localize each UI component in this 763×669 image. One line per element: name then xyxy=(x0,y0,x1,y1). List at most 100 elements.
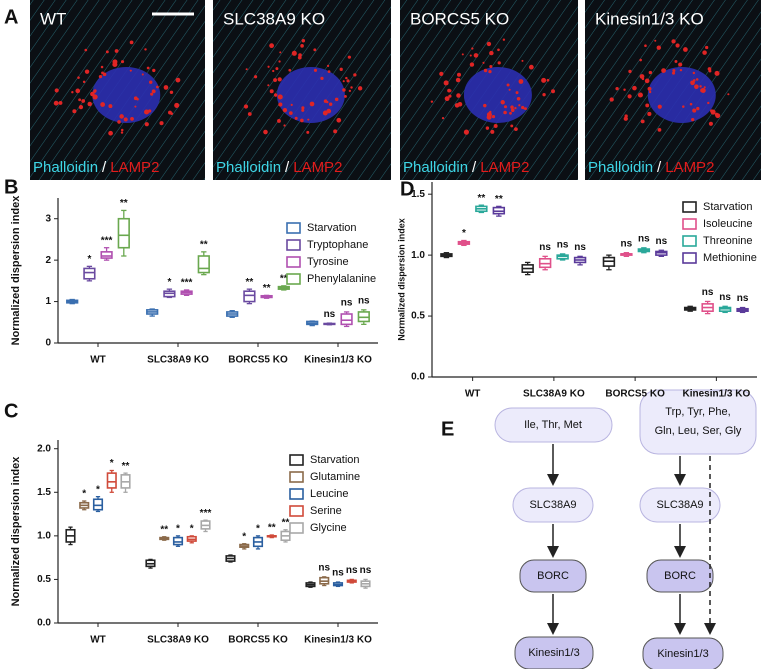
lysosome xyxy=(146,66,150,70)
lysosome xyxy=(671,71,676,75)
lysosome xyxy=(443,80,449,86)
lysosome xyxy=(516,97,521,101)
lysosome xyxy=(518,79,524,84)
lysosome xyxy=(710,109,716,115)
lysosome xyxy=(510,108,515,113)
significance: ** xyxy=(263,283,271,294)
significance: ** xyxy=(246,277,254,288)
lysosome xyxy=(345,76,348,80)
lysosome xyxy=(502,38,506,41)
panel-letter: D xyxy=(400,178,414,200)
lysosome xyxy=(144,109,150,115)
y-axis-label: Normalized dispersion index xyxy=(396,218,406,341)
lysosome xyxy=(514,106,517,110)
lysosome xyxy=(301,106,305,110)
lysosome xyxy=(334,97,339,102)
lysosome xyxy=(707,67,712,71)
nucleus xyxy=(92,67,161,123)
legend-swatch xyxy=(289,505,304,517)
node xyxy=(512,487,594,523)
node-label: Trp, Tyr, Phe, xyxy=(665,406,730,418)
lysosome xyxy=(277,77,282,82)
lysosome xyxy=(279,51,282,54)
lysosome xyxy=(469,54,472,57)
lysosome xyxy=(609,97,614,102)
image-label: Kinesin1/3 KO xyxy=(595,9,704,28)
x-tick-label: WT xyxy=(90,355,106,366)
panel-e: E Ile, Thr, Met SLC38A9 BORC Kinesin1/3 … xyxy=(441,389,757,669)
lysosome xyxy=(515,91,519,95)
legend-label: Starvation xyxy=(307,222,357,234)
lysosome xyxy=(695,78,699,81)
lysosome xyxy=(715,113,721,119)
legend-swatch xyxy=(682,218,697,230)
significance: * xyxy=(256,523,260,534)
significance: *** xyxy=(181,278,193,289)
box xyxy=(340,313,353,326)
lysosome xyxy=(490,129,495,134)
y-tick-label: 1.0 xyxy=(411,250,425,261)
significance: ns xyxy=(702,287,714,298)
lysosome xyxy=(491,114,496,119)
lysosome xyxy=(448,94,452,98)
lysosome xyxy=(471,47,474,50)
lysosome xyxy=(169,90,174,95)
box xyxy=(172,536,184,546)
lysosome xyxy=(294,116,298,120)
lysosome xyxy=(87,101,92,107)
image-label: WT xyxy=(40,9,66,28)
lysosome xyxy=(152,68,156,73)
stain-phalloidin: Phalloidin xyxy=(403,159,468,176)
box xyxy=(243,290,256,303)
lysosome xyxy=(692,108,697,113)
lysosome xyxy=(708,121,713,126)
x-tick-label: BORCS5 KO xyxy=(605,389,665,400)
legend-label: Leucine xyxy=(310,488,349,500)
x-tick-label: BORCS5 KO xyxy=(228,355,288,366)
stain-phalloidin: Phalloidin xyxy=(588,159,653,176)
lysosome xyxy=(497,48,500,52)
stain-separator: / xyxy=(285,159,290,176)
y-tick-label: 1.5 xyxy=(411,189,425,200)
lysosome xyxy=(144,122,149,127)
box xyxy=(197,255,210,274)
lysosome xyxy=(528,64,534,70)
lysosome xyxy=(486,114,492,120)
x-tick-label: SLC38A9 KO xyxy=(523,389,585,400)
lysosome xyxy=(320,76,324,81)
significance: ** xyxy=(120,198,128,209)
lysosome xyxy=(114,49,119,53)
lysosome xyxy=(78,98,82,102)
node-label: SLC38A9 xyxy=(656,499,703,511)
lysosome xyxy=(77,76,80,79)
lysosome xyxy=(640,119,645,124)
significance: ** xyxy=(122,461,130,472)
legend-label: Glycine xyxy=(310,522,347,534)
lysosome xyxy=(267,65,270,68)
lysosome xyxy=(328,102,333,106)
lysosome xyxy=(648,90,652,94)
lysosome xyxy=(623,88,626,91)
lysosome xyxy=(149,80,153,84)
node-label: BORC xyxy=(537,570,569,582)
chart: D Normalized dispersion index 0.0 0.5 1.0 1.5… xyxy=(396,178,757,400)
y-tick-label: 1 xyxy=(45,296,51,307)
lysosome xyxy=(130,116,134,121)
lysosome xyxy=(518,104,521,107)
y-tick-label: 0.0 xyxy=(37,618,51,629)
lysosome xyxy=(120,131,124,134)
lysosome xyxy=(482,61,485,64)
lysosome xyxy=(54,88,59,93)
lysosome xyxy=(624,114,628,118)
lysosome xyxy=(647,111,652,117)
stain-label: Phalloidin / LAMP2 xyxy=(216,159,342,176)
lysosome xyxy=(454,103,460,108)
y-tick-label: 0.5 xyxy=(37,574,51,585)
x-tick-label: Kinesin1/3 KO xyxy=(304,635,372,646)
legend-label: Glutamine xyxy=(310,471,360,483)
lysosome xyxy=(637,92,643,98)
lysosome xyxy=(683,47,688,52)
lysosome xyxy=(253,75,258,79)
lysosome xyxy=(326,100,329,104)
legend-label: Phenylalanine xyxy=(307,273,376,285)
